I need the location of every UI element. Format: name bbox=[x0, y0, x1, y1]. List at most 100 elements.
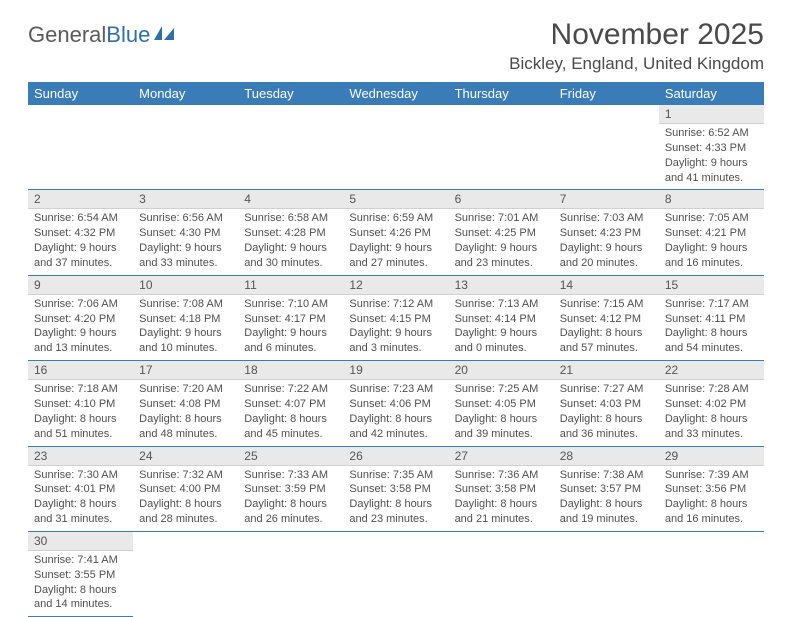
daylight-line-1: Daylight: 9 hours bbox=[455, 326, 548, 341]
calendar-cell bbox=[554, 531, 659, 616]
sunset-line: Sunset: 4:00 PM bbox=[139, 482, 232, 497]
daylight-line-1: Daylight: 9 hours bbox=[139, 326, 232, 341]
calendar-cell: 30Sunrise: 7:41 AMSunset: 3:55 PMDayligh… bbox=[28, 531, 133, 616]
day-body: Sunrise: 7:15 AMSunset: 4:12 PMDaylight:… bbox=[554, 295, 659, 360]
sunset-line: Sunset: 4:32 PM bbox=[34, 226, 127, 241]
daylight-line-2: and 19 minutes. bbox=[560, 512, 653, 527]
day-number: 9 bbox=[28, 276, 133, 295]
calendar-cell: 6Sunrise: 7:01 AMSunset: 4:25 PMDaylight… bbox=[449, 190, 554, 275]
daylight-line-1: Daylight: 9 hours bbox=[560, 241, 653, 256]
col-monday: Monday bbox=[133, 82, 238, 105]
calendar-cell: 21Sunrise: 7:27 AMSunset: 4:03 PMDayligh… bbox=[554, 361, 659, 446]
sunrise-line: Sunrise: 7:33 AM bbox=[244, 468, 337, 483]
calendar-cell: 25Sunrise: 7:33 AMSunset: 3:59 PMDayligh… bbox=[238, 446, 343, 531]
col-thursday: Thursday bbox=[449, 82, 554, 105]
day-body: Sunrise: 7:22 AMSunset: 4:07 PMDaylight:… bbox=[238, 380, 343, 445]
calendar-cell: 24Sunrise: 7:32 AMSunset: 4:00 PMDayligh… bbox=[133, 446, 238, 531]
day-number: 3 bbox=[133, 190, 238, 209]
calendar-cell: ..... bbox=[133, 105, 238, 190]
daylight-line-2: and 42 minutes. bbox=[349, 427, 442, 442]
daylight-line-1: Daylight: 8 hours bbox=[349, 412, 442, 427]
day-body: Sunrise: 6:56 AMSunset: 4:30 PMDaylight:… bbox=[133, 209, 238, 274]
calendar-cell: 8Sunrise: 7:05 AMSunset: 4:21 PMDaylight… bbox=[659, 190, 764, 275]
day-body: Sunrise: 7:35 AMSunset: 3:58 PMDaylight:… bbox=[343, 466, 448, 531]
daylight-line-2: and 23 minutes. bbox=[349, 512, 442, 527]
calendar-row: 30Sunrise: 7:41 AMSunset: 3:55 PMDayligh… bbox=[28, 531, 764, 616]
calendar-cell: 29Sunrise: 7:39 AMSunset: 3:56 PMDayligh… bbox=[659, 446, 764, 531]
sunrise-line: Sunrise: 6:58 AM bbox=[244, 211, 337, 226]
calendar-row: ..............................1Sunrise: … bbox=[28, 105, 764, 190]
daylight-line-1: Daylight: 8 hours bbox=[34, 583, 127, 598]
sunset-line: Sunset: 4:23 PM bbox=[560, 226, 653, 241]
day-number: 16 bbox=[28, 361, 133, 380]
daylight-line-1: Daylight: 8 hours bbox=[139, 497, 232, 512]
daylight-line-1: Daylight: 9 hours bbox=[34, 241, 127, 256]
day-number: 10 bbox=[133, 276, 238, 295]
sunrise-line: Sunrise: 7:41 AM bbox=[34, 553, 127, 568]
location-text: Bickley, England, United Kingdom bbox=[509, 54, 764, 74]
daylight-line-1: Daylight: 8 hours bbox=[349, 497, 442, 512]
day-body: Sunrise: 6:58 AMSunset: 4:28 PMDaylight:… bbox=[238, 209, 343, 274]
calendar-cell: 3Sunrise: 6:56 AMSunset: 4:30 PMDaylight… bbox=[133, 190, 238, 275]
calendar-cell: 17Sunrise: 7:20 AMSunset: 4:08 PMDayligh… bbox=[133, 361, 238, 446]
sunset-line: Sunset: 4:05 PM bbox=[455, 397, 548, 412]
day-body: Sunrise: 7:39 AMSunset: 3:56 PMDaylight:… bbox=[659, 466, 764, 531]
sunset-line: Sunset: 4:18 PM bbox=[139, 312, 232, 327]
day-number: 26 bbox=[343, 447, 448, 466]
sunrise-line: Sunrise: 7:22 AM bbox=[244, 382, 337, 397]
day-body: Sunrise: 7:13 AMSunset: 4:14 PMDaylight:… bbox=[449, 295, 554, 360]
day-number: 13 bbox=[449, 276, 554, 295]
sunrise-line: Sunrise: 7:08 AM bbox=[139, 297, 232, 312]
sunrise-line: Sunrise: 7:27 AM bbox=[560, 382, 653, 397]
calendar-cell: 5Sunrise: 6:59 AMSunset: 4:26 PMDaylight… bbox=[343, 190, 448, 275]
daylight-line-2: and 33 minutes. bbox=[139, 256, 232, 271]
sunrise-line: Sunrise: 7:25 AM bbox=[455, 382, 548, 397]
calendar-cell: 27Sunrise: 7:36 AMSunset: 3:58 PMDayligh… bbox=[449, 446, 554, 531]
daylight-line-1: Daylight: 8 hours bbox=[665, 497, 758, 512]
daylight-line-1: Daylight: 8 hours bbox=[139, 412, 232, 427]
sunrise-line: Sunrise: 7:35 AM bbox=[349, 468, 442, 483]
daylight-line-2: and 20 minutes. bbox=[560, 256, 653, 271]
sunrise-line: Sunrise: 7:28 AM bbox=[665, 382, 758, 397]
day-body: Sunrise: 7:08 AMSunset: 4:18 PMDaylight:… bbox=[133, 295, 238, 360]
sunset-line: Sunset: 4:02 PM bbox=[665, 397, 758, 412]
daylight-line-1: Daylight: 8 hours bbox=[560, 326, 653, 341]
daylight-line-1: Daylight: 8 hours bbox=[244, 412, 337, 427]
daylight-line-2: and 21 minutes. bbox=[455, 512, 548, 527]
day-number: 1 bbox=[659, 105, 764, 124]
col-saturday: Saturday bbox=[659, 82, 764, 105]
day-body: Sunrise: 7:27 AMSunset: 4:03 PMDaylight:… bbox=[554, 380, 659, 445]
daylight-line-2: and 48 minutes. bbox=[139, 427, 232, 442]
col-sunday: Sunday bbox=[28, 82, 133, 105]
sunrise-line: Sunrise: 7:15 AM bbox=[560, 297, 653, 312]
day-number: 29 bbox=[659, 447, 764, 466]
day-number: 21 bbox=[554, 361, 659, 380]
day-body: Sunrise: 7:28 AMSunset: 4:02 PMDaylight:… bbox=[659, 380, 764, 445]
calendar-cell: 18Sunrise: 7:22 AMSunset: 4:07 PMDayligh… bbox=[238, 361, 343, 446]
calendar-row: 2Sunrise: 6:54 AMSunset: 4:32 PMDaylight… bbox=[28, 190, 764, 275]
calendar-cell: 1Sunrise: 6:52 AMSunset: 4:33 PMDaylight… bbox=[659, 105, 764, 190]
day-body: Sunrise: 7:03 AMSunset: 4:23 PMDaylight:… bbox=[554, 209, 659, 274]
sunrise-line: Sunrise: 6:52 AM bbox=[665, 126, 758, 141]
daylight-line-1: Daylight: 8 hours bbox=[34, 497, 127, 512]
daylight-line-1: Daylight: 9 hours bbox=[665, 156, 758, 171]
sunset-line: Sunset: 4:28 PM bbox=[244, 226, 337, 241]
day-number: 19 bbox=[343, 361, 448, 380]
sunset-line: Sunset: 4:01 PM bbox=[34, 482, 127, 497]
day-body: Sunrise: 7:33 AMSunset: 3:59 PMDaylight:… bbox=[238, 466, 343, 531]
sunset-line: Sunset: 3:58 PM bbox=[455, 482, 548, 497]
sunset-line: Sunset: 4:08 PM bbox=[139, 397, 232, 412]
sunset-line: Sunset: 4:06 PM bbox=[349, 397, 442, 412]
daylight-line-1: Daylight: 9 hours bbox=[244, 241, 337, 256]
daylight-line-2: and 37 minutes. bbox=[34, 256, 127, 271]
calendar-cell: 16Sunrise: 7:18 AMSunset: 4:10 PMDayligh… bbox=[28, 361, 133, 446]
sunset-line: Sunset: 3:55 PM bbox=[34, 568, 127, 583]
sunrise-line: Sunrise: 7:38 AM bbox=[560, 468, 653, 483]
day-number: 23 bbox=[28, 447, 133, 466]
sunrise-line: Sunrise: 6:54 AM bbox=[34, 211, 127, 226]
sunset-line: Sunset: 4:11 PM bbox=[665, 312, 758, 327]
daylight-line-2: and 16 minutes. bbox=[665, 256, 758, 271]
sunset-line: Sunset: 3:57 PM bbox=[560, 482, 653, 497]
day-body: Sunrise: 7:01 AMSunset: 4:25 PMDaylight:… bbox=[449, 209, 554, 274]
sunrise-line: Sunrise: 7:03 AM bbox=[560, 211, 653, 226]
